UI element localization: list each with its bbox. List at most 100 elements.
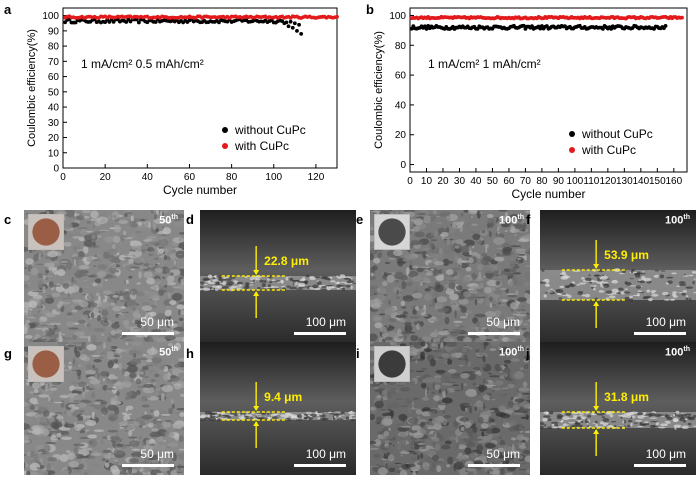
legend-entry: with CuPc <box>581 143 636 157</box>
scale-bar <box>294 464 346 467</box>
y-tick-label: 60 <box>395 71 407 82</box>
y-tick-label: 40 <box>395 100 407 111</box>
sample-photo-inset <box>28 214 64 250</box>
sem-texture <box>370 210 530 343</box>
data-point <box>284 20 289 25</box>
data-point <box>601 26 605 31</box>
x-tick-label: 20 <box>100 172 112 183</box>
x-tick-label: 120 <box>600 176 617 187</box>
y-tick-label: 20 <box>395 130 407 141</box>
panel-letter-f: f <box>526 212 531 227</box>
x-tick-label: 40 <box>142 172 154 183</box>
sem-image-i: 100th 50 μm <box>370 342 530 475</box>
data-point <box>153 20 158 24</box>
data-point <box>544 24 549 28</box>
sem-texture <box>540 210 696 343</box>
x-tick-label: 80 <box>536 176 548 187</box>
x-tick-label: 10 <box>421 176 433 187</box>
x-tick-label: 80 <box>226 172 238 183</box>
series-with-cupc <box>63 14 339 20</box>
y-tick-label: 70 <box>48 57 60 68</box>
condition-annotation: 1 mA/cm² 1 mAh/cm² <box>428 57 541 71</box>
scale-bar-label: 100 μm <box>645 315 686 329</box>
scale-bar-label: 50 μm <box>486 447 520 461</box>
cycle-number: 100 <box>665 346 684 359</box>
scale-bar <box>634 332 686 335</box>
cycle-number: 100 <box>499 214 518 227</box>
cycle-suffix: th <box>683 214 690 221</box>
sem-texture <box>200 342 356 475</box>
x-tick-label: 150 <box>649 176 666 187</box>
y-axis-label: Coulombic efficiency(%) <box>26 29 38 147</box>
y-tick-label: 50 <box>48 87 60 98</box>
x-tick-label: 50 <box>487 176 499 187</box>
sem-image-h: 9.4 μm 100 μm <box>200 342 356 475</box>
y-tick-label: 100 <box>42 11 59 22</box>
thickness-value: 53.9 μm <box>604 248 649 262</box>
y-tick-label: 100 <box>389 11 406 22</box>
scale-bar <box>122 464 174 467</box>
panel-letter-e: e <box>356 212 364 227</box>
series-without-cupc <box>63 17 304 36</box>
y-tick-label: 60 <box>48 72 60 83</box>
panel-letter-g: g <box>4 346 12 361</box>
panel-letter-b: b <box>366 2 374 17</box>
scale-bar-label: 100 μm <box>305 315 346 329</box>
cycle-count-label: 100th <box>499 214 524 227</box>
y-tick-label: 80 <box>395 41 407 52</box>
sample-photo-inset <box>374 346 410 382</box>
y-tick-label: 10 <box>48 148 60 159</box>
panel-letter-h: h <box>186 346 194 361</box>
scale-bar-label: 50 μm <box>140 315 174 329</box>
x-tick-label: 140 <box>632 176 649 187</box>
sample-photo-inset <box>28 346 64 382</box>
chart-a-svg: 0 10 20 30 40 50 60 70 80 90 100 0 20 40 60 80 100 120 Cyc… <box>26 7 339 197</box>
cycle-suffix: th <box>683 346 690 353</box>
cycle-suffix: th <box>517 346 524 353</box>
sample-photo-inset <box>374 214 410 250</box>
x-tick-label: 120 <box>308 172 325 183</box>
thickness-value: 22.8 μm <box>264 254 309 268</box>
cycle-count-label: 50th <box>159 214 178 227</box>
data-point <box>288 19 293 24</box>
data-point <box>663 23 668 28</box>
scale-bar-label: 50 μm <box>140 447 174 461</box>
x-tick-label: 100 <box>265 172 282 183</box>
y-tick-label: 20 <box>48 133 60 144</box>
legend-marker <box>222 143 228 149</box>
legend-entry: with CuPc <box>234 139 289 153</box>
sem-image-d: 22.8 μm 100 μm <box>200 210 356 343</box>
legend-marker <box>569 131 575 137</box>
x-tick-label: 60 <box>184 172 196 183</box>
thickness-value: 31.8 μm <box>604 390 649 404</box>
y-tick-label: 80 <box>48 42 60 53</box>
x-tick-label: 30 <box>454 176 466 187</box>
plot-frame <box>62 7 338 169</box>
scale-bar <box>468 464 520 467</box>
x-tick-label: 130 <box>616 176 633 187</box>
cycle-suffix: th <box>171 214 178 221</box>
y-tick-label: 30 <box>48 118 60 129</box>
series-with-cupc <box>409 14 684 21</box>
y-tick-label: 90 <box>48 26 60 37</box>
data-point <box>63 20 68 25</box>
legend-marker <box>569 147 575 153</box>
y-tick-label: 40 <box>48 103 60 114</box>
cycle-count-label: 50th <box>159 346 178 359</box>
scale-bar <box>122 332 174 335</box>
scale-bar <box>294 332 346 335</box>
data-point <box>521 23 526 28</box>
y-tick-label: 0 <box>53 164 59 175</box>
scale-bar-label: 100 μm <box>305 447 346 461</box>
x-axis-label: Cycle number <box>511 187 585 201</box>
x-tick-label: 60 <box>503 176 515 187</box>
x-tick-label: 0 <box>60 172 66 183</box>
sem-texture <box>540 342 696 475</box>
condition-annotation: 1 mA/cm² 0.5 mAh/cm² <box>81 57 204 71</box>
cycle-number: 100 <box>499 346 518 359</box>
data-point <box>136 20 141 25</box>
data-point <box>286 24 291 29</box>
cycle-number: 100 <box>665 214 684 227</box>
x-tick-label: 90 <box>553 176 565 187</box>
x-tick-label: 100 <box>567 176 584 187</box>
